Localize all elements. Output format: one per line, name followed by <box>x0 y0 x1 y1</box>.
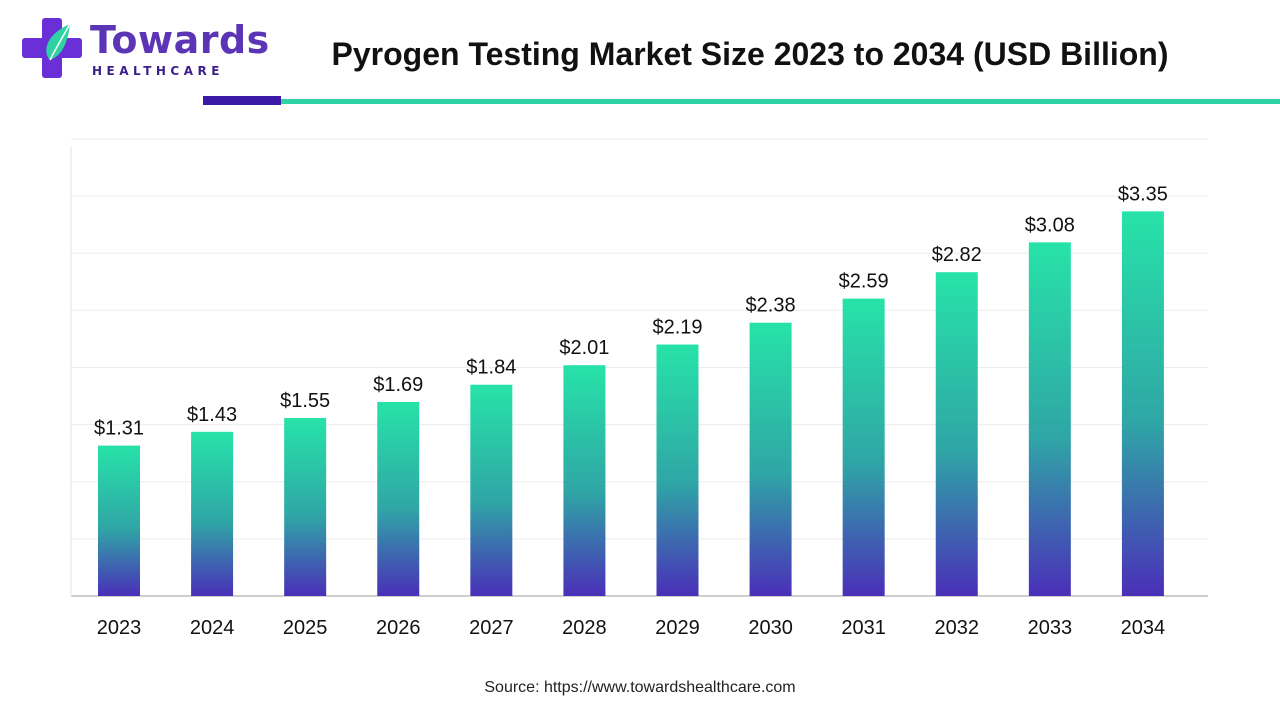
brand-name: Towards <box>90 18 270 62</box>
value-labels: $1.31 $1.43 $1.55 $1.69 $1.84 $2.01 $2.19 $2.38… <box>94 183 1168 439</box>
bar-2033 <box>1028 242 1071 596</box>
x-tick-2034: 2034 <box>1121 617 1166 639</box>
value-label-2026: $1.69 <box>373 374 423 396</box>
brand-logo: Towards HEALTHCARE <box>20 16 269 80</box>
value-label-2025: $1.55 <box>280 390 330 412</box>
x-tick-2032: 2032 <box>935 617 980 639</box>
bar-2024 <box>191 431 234 596</box>
bar-2031 <box>842 298 885 596</box>
title-underline-dark <box>203 96 281 105</box>
value-label-2032: $2.82 <box>932 244 982 266</box>
bar-2029 <box>656 344 699 596</box>
value-label-2024: $1.43 <box>187 404 237 426</box>
bar-2025 <box>284 418 327 596</box>
value-label-2033: $3.08 <box>1025 214 1075 236</box>
grid-lines <box>71 138 1208 540</box>
value-label-2023: $1.31 <box>94 418 144 440</box>
x-tick-2023: 2023 <box>97 617 142 639</box>
x-tick-2031: 2031 <box>841 617 886 639</box>
brand-subtitle: HEALTHCARE <box>92 64 224 78</box>
x-tick-2033: 2033 <box>1028 617 1073 639</box>
bars <box>98 211 1164 596</box>
bar-2026 <box>377 401 420 596</box>
x-tick-labels: 2023 2024 2025 2026 2027 2028 2029 2030 2031 2032… <box>97 617 1165 639</box>
x-tick-2024: 2024 <box>190 617 235 639</box>
value-label-2029: $2.19 <box>652 317 702 339</box>
x-tick-2030: 2030 <box>748 617 793 639</box>
bar-2030 <box>749 322 792 596</box>
value-label-2031: $2.59 <box>839 271 889 293</box>
medical-cross-icon <box>22 18 82 78</box>
x-tick-2029: 2029 <box>655 617 700 639</box>
bar-2023 <box>98 445 140 596</box>
value-label-2028: $2.01 <box>559 337 609 359</box>
title-underline-teal <box>281 99 1280 104</box>
bar-2027 <box>470 384 513 596</box>
x-tick-2025: 2025 <box>283 617 328 639</box>
bar-2034 <box>1121 211 1164 596</box>
chart-title: Pyrogen Testing Market Size 2023 to 2034… <box>331 36 1169 72</box>
bar-2032 <box>935 272 978 596</box>
value-label-2034: $3.35 <box>1118 183 1168 205</box>
value-label-2027: $1.84 <box>466 357 516 379</box>
x-tick-2027: 2027 <box>469 617 514 639</box>
value-label-2030: $2.38 <box>746 295 796 317</box>
x-tick-2028: 2028 <box>562 617 607 639</box>
x-tick-2026: 2026 <box>376 617 421 639</box>
source-note: Source: https://www.towardshealthcare.co… <box>484 679 796 696</box>
bar-2028 <box>563 365 606 596</box>
